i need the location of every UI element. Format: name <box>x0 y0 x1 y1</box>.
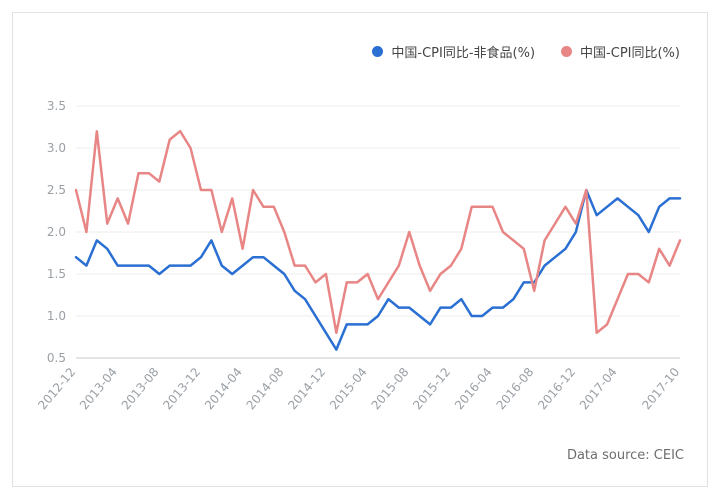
x-tick-label: 2017-10 <box>639 365 682 412</box>
chart-card <box>12 12 708 487</box>
x-tick-label: 2013-04 <box>77 365 120 412</box>
x-tick-label: 2015-12 <box>410 365 453 412</box>
x-tick-label: 2015-08 <box>369 365 412 412</box>
x-tick-label: 2014-12 <box>285 365 328 412</box>
x-tick-label: 2016-12 <box>535 365 578 412</box>
x-tick-label: 2013-08 <box>119 365 162 412</box>
y-tick-label: 3.0 <box>47 141 66 155</box>
x-tick-label: 2012-12 <box>35 365 78 412</box>
y-tick-label: 1.5 <box>47 267 66 281</box>
legend-label-cpi: 中国-CPI同比(%) <box>580 46 680 61</box>
legend-marker-pink <box>561 46 573 57</box>
y-tick-label: 2.0 <box>47 225 66 239</box>
y-tick-label: 2.5 <box>47 183 66 197</box>
x-tick-label: 2017-04 <box>577 365 620 412</box>
y-tick-label: 3.5 <box>47 99 66 113</box>
x-tick-label: 2014-08 <box>244 365 287 412</box>
series-line-cpi <box>74 129 682 335</box>
x-tick-label: 2015-04 <box>327 365 370 412</box>
data-source-note: Data source: CEIC <box>566 448 684 463</box>
legend-marker-blue <box>372 46 384 57</box>
legend-item-cpi[interactable]: 中国-CPI同比(%) <box>561 42 680 61</box>
series-line-nonfood-cpi <box>74 188 682 351</box>
y-tick-label: 0.5 <box>47 351 66 365</box>
legend-label-nonfood-cpi: 中国-CPI同比-非食品(%) <box>391 46 536 61</box>
y-tick-label: 1.0 <box>47 309 66 323</box>
chart-legend: 中国-CPI同比-非食品(%) 中国-CPI同比(%) <box>372 42 680 61</box>
x-tick-label: 2013-12 <box>160 365 203 412</box>
x-tick-label: 2016-04 <box>452 365 495 412</box>
legend-item-nonfood-cpi[interactable]: 中国-CPI同比-非食品(%) <box>372 42 535 61</box>
x-tick-label: 2016-08 <box>494 365 537 412</box>
x-tick-label: 2014-04 <box>202 365 245 412</box>
